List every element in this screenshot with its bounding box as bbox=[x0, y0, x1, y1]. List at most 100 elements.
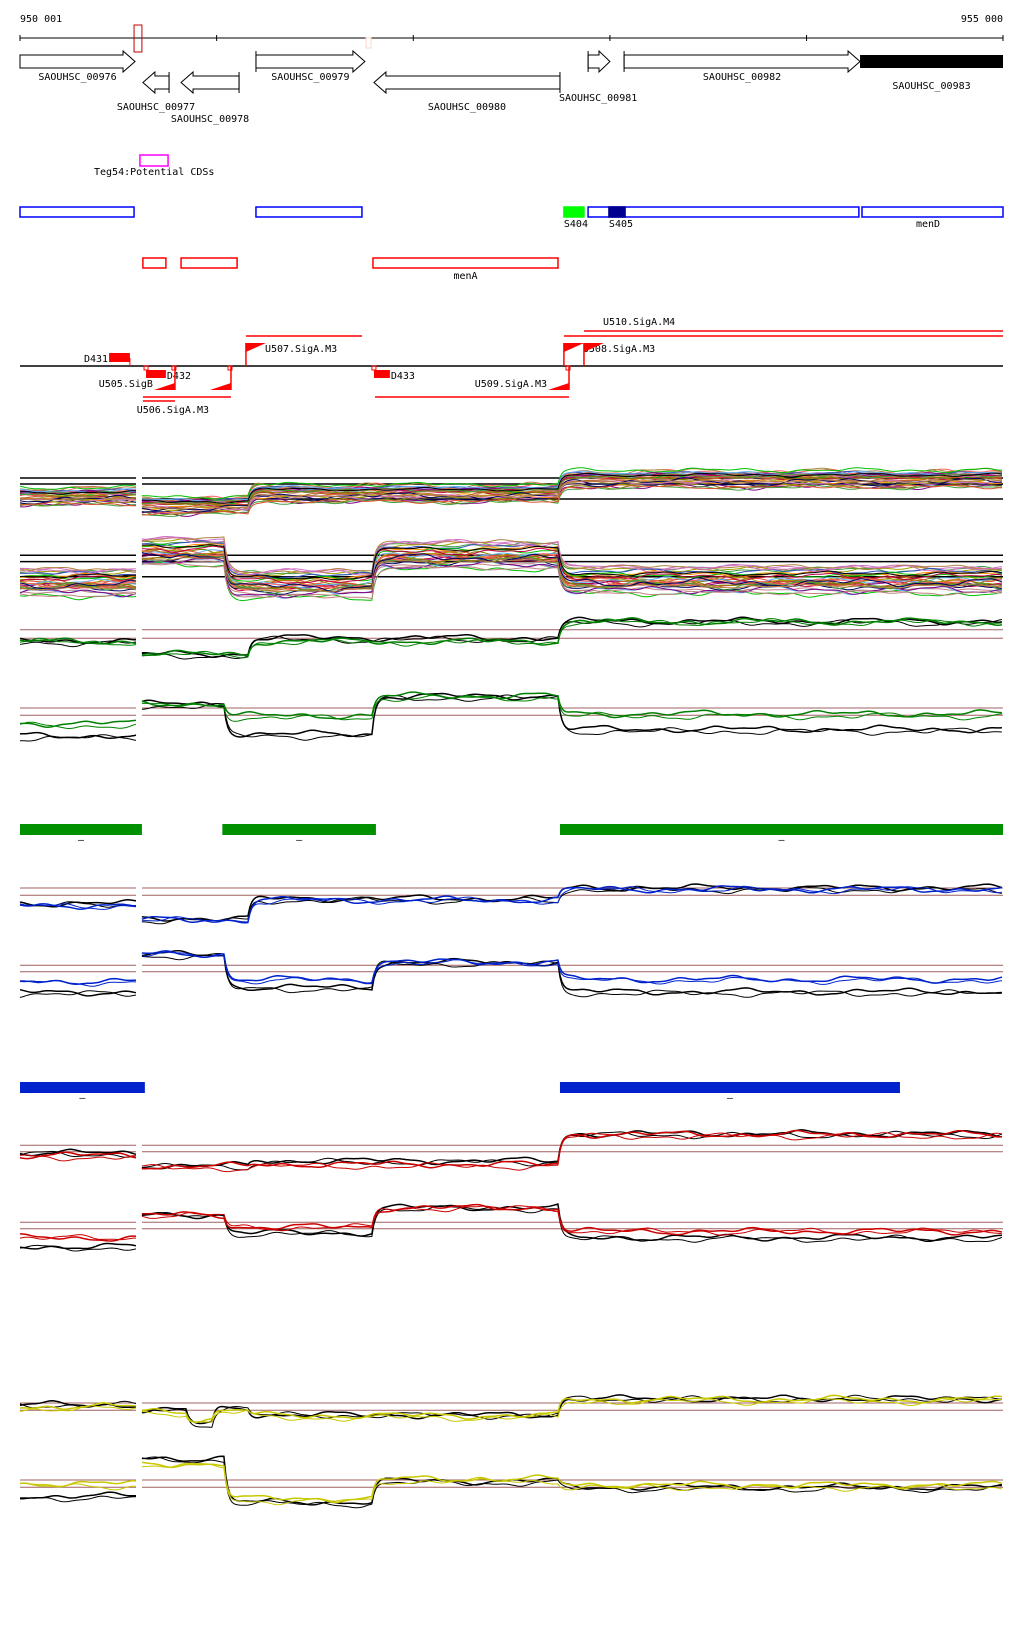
signal-line bbox=[19, 495, 137, 503]
plot-track-all-conditions-1 bbox=[19, 467, 1003, 517]
ruler-end-label: 955 000 bbox=[961, 14, 1003, 25]
promoter-anchor bbox=[227, 365, 233, 371]
segment-label: – bbox=[778, 835, 785, 846]
segment-label: – bbox=[296, 835, 303, 846]
signal-line bbox=[20, 490, 136, 495]
signal-line bbox=[19, 568, 137, 576]
signal-line bbox=[141, 692, 1002, 738]
feature-box[interactable] bbox=[19, 206, 135, 218]
feature-box-mend[interactable] bbox=[861, 206, 1004, 218]
gene-arrow-reverse bbox=[180, 70, 240, 95]
signal-line bbox=[141, 1394, 1002, 1423]
signal-line bbox=[19, 578, 137, 586]
gene-label: SAOUHSC_00980 bbox=[428, 102, 506, 113]
segment-label: – bbox=[79, 1093, 86, 1104]
signal-line bbox=[141, 1461, 1003, 1504]
promoter-label: U509.SigA.M3 bbox=[475, 379, 547, 390]
signal-line bbox=[19, 573, 137, 579]
green-segment-bar[interactable] bbox=[559, 824, 1003, 835]
promoter-flag[interactable] bbox=[583, 343, 604, 352]
plot-track-yellow-2 bbox=[19, 1455, 1003, 1509]
signal-line bbox=[141, 562, 1002, 600]
gene-saouhsc_00976[interactable]: SAOUHSC_00976 bbox=[19, 49, 136, 83]
signal-line bbox=[141, 950, 1003, 984]
red-feature-box[interactable] bbox=[142, 257, 167, 269]
signal-line bbox=[19, 488, 137, 493]
plot-track-yellow-1 bbox=[19, 1394, 1003, 1428]
signal-line bbox=[141, 536, 1002, 574]
gene-saouhsc_00977[interactable]: SAOUHSC_00977 bbox=[117, 70, 195, 113]
blue-segment-bar[interactable] bbox=[20, 1082, 145, 1093]
signal-line bbox=[19, 1495, 136, 1503]
gene-label: SAOUHSC_00977 bbox=[117, 102, 195, 113]
green-segment-bar[interactable] bbox=[222, 824, 376, 835]
signal-line bbox=[141, 470, 1002, 503]
signal-line bbox=[141, 475, 1002, 507]
signal-line bbox=[141, 951, 1002, 985]
signal-line bbox=[19, 1480, 137, 1488]
promoter-label: U510.SigA.M4 bbox=[603, 317, 675, 328]
feature-box-s405[interactable] bbox=[608, 206, 626, 218]
signal-line bbox=[141, 617, 1003, 657]
signal-line bbox=[141, 552, 1003, 592]
signal-line bbox=[141, 1398, 1002, 1423]
regulator-box[interactable] bbox=[109, 353, 130, 362]
promoter-flag[interactable] bbox=[245, 343, 266, 352]
feature-box[interactable] bbox=[587, 206, 860, 218]
ruler-start-label: 950 001 bbox=[20, 14, 62, 25]
signal-line bbox=[141, 538, 1002, 576]
promoter-anchor bbox=[565, 365, 571, 371]
signal-line bbox=[141, 1203, 1003, 1236]
segment-label: – bbox=[727, 1093, 734, 1104]
signal-line bbox=[19, 1148, 137, 1157]
feature-box-s404[interactable] bbox=[563, 206, 585, 218]
signal-line bbox=[19, 574, 137, 580]
signal-line bbox=[141, 949, 1002, 996]
gene-saouhsc_00979[interactable]: SAOUHSC_00979 bbox=[255, 49, 366, 83]
feature-box[interactable] bbox=[255, 206, 363, 218]
signal-line bbox=[141, 536, 1002, 576]
regulator-box[interactable] bbox=[373, 370, 390, 378]
gene-saouhsc_00982[interactable]: SAOUHSC_00982 bbox=[623, 49, 861, 83]
gene-saouhsc_00983[interactable]: SAOUHSC_00983 bbox=[860, 55, 1003, 92]
red-feature-box[interactable] bbox=[180, 257, 238, 269]
promoter-flag[interactable] bbox=[563, 343, 584, 352]
green-segment-bar[interactable] bbox=[20, 824, 142, 835]
signal-line bbox=[141, 885, 1003, 924]
blue-segment-bar[interactable] bbox=[559, 1082, 900, 1093]
gene-arrow-reverse bbox=[373, 70, 561, 95]
gene-saouhsc_00981[interactable]: SAOUHSC_00981 bbox=[559, 49, 637, 104]
signal-line bbox=[19, 1402, 137, 1410]
signal-line bbox=[20, 1233, 137, 1242]
promoter-flag[interactable] bbox=[153, 383, 175, 390]
signal-line bbox=[141, 543, 1002, 582]
signal-line bbox=[19, 579, 137, 590]
red-feature-box[interactable] bbox=[372, 257, 559, 269]
plot-track-green-1 bbox=[19, 616, 1003, 660]
promoter-flag[interactable] bbox=[548, 383, 570, 390]
regulator-box[interactable] bbox=[146, 370, 166, 378]
position-marker bbox=[365, 37, 372, 49]
signal-line bbox=[141, 694, 1002, 722]
signal-line bbox=[19, 501, 136, 507]
signal-line bbox=[19, 637, 137, 646]
signal-line bbox=[141, 472, 1002, 504]
signal-line bbox=[19, 721, 137, 729]
promoter-flag[interactable] bbox=[209, 383, 231, 390]
signal-line bbox=[19, 1400, 136, 1409]
signal-line bbox=[19, 498, 136, 502]
gene-saouhsc_00978[interactable]: SAOUHSC_00978 bbox=[171, 70, 249, 125]
potential-cds-box[interactable] bbox=[139, 154, 169, 167]
plot-track-blue-2 bbox=[19, 949, 1003, 998]
signal-line bbox=[19, 1150, 137, 1158]
signal-line bbox=[141, 544, 1002, 580]
signal-line bbox=[19, 903, 136, 910]
signal-line bbox=[20, 980, 137, 987]
signal-line bbox=[141, 479, 1002, 510]
signal-line bbox=[141, 467, 1002, 500]
signal-line bbox=[19, 567, 136, 573]
feature-label-mena: menA bbox=[453, 271, 477, 282]
signal-line bbox=[19, 496, 137, 501]
gene-saouhsc_00980[interactable]: SAOUHSC_00980 bbox=[373, 70, 561, 113]
